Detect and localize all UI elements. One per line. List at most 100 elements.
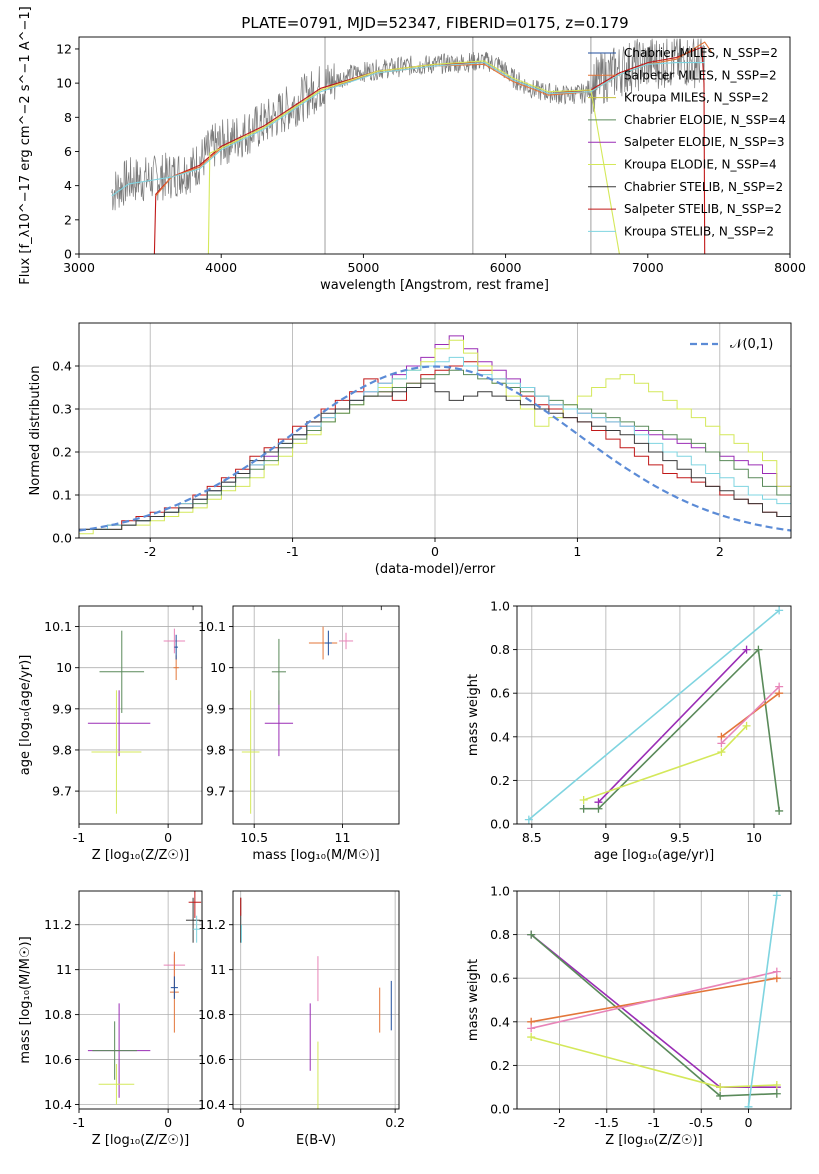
weight-marker	[775, 806, 784, 815]
x-tick-label: 0	[745, 1115, 753, 1130]
y-tick-label: 0.0	[490, 1102, 510, 1117]
panel-weight_vs_Z: -2 -1.5 -1 -0.5 0 0.0 0.2 0.4 0.6 0.8 1.0 Z [log₁₀(…	[466, 884, 792, 1148]
weight-marker	[527, 930, 536, 939]
x-tick-label: 2	[716, 544, 724, 559]
weight-marker	[716, 1091, 725, 1100]
x-axis-label: Z [log₁₀(Z/Z☉)]	[92, 1133, 189, 1148]
y-tick-label: 0	[64, 247, 72, 262]
y-tick-label: 11	[210, 962, 226, 977]
y-tick-label: 9.8	[52, 742, 72, 757]
panel-weight_vs_age: 8.5 9 9.5 10 0.0 0.2 0.4 0.6 0.8 1.0 age [log₁₀(ag…	[466, 599, 792, 863]
x-axis-label: wavelength [Angstrom, rest frame]	[320, 278, 549, 293]
x-tick-label: 4000	[205, 260, 237, 275]
axes-frame	[232, 890, 400, 1110]
y-tick-label: 0.6	[490, 971, 510, 986]
plot-area	[87, 606, 194, 814]
y-tick-label: 8	[64, 110, 72, 125]
y-tick-label: 0.4	[490, 1014, 510, 1029]
x-tick-label: 0	[164, 830, 172, 845]
plot-area	[111, 37, 713, 254]
legend: 𝒩(0,1)	[690, 337, 773, 352]
y-tick-label: 10	[56, 76, 72, 91]
legend-label: Kroupa ELODIE, N_SSP=4	[624, 158, 777, 172]
x-tick-label: 7000	[632, 260, 664, 275]
x-axis-label: (data-model)/error	[375, 562, 496, 577]
legend-label: Chabrier ELODIE, N_SSP=4	[624, 113, 786, 127]
y-tick-label: 11.2	[44, 917, 72, 932]
x-axis-label: mass [log₁₀(M/M☉)]	[252, 848, 379, 863]
axes-frame	[232, 605, 400, 825]
y-tick-label: 10	[56, 660, 72, 675]
data-point	[308, 626, 338, 660]
legend-label: 𝒩(0,1)	[730, 337, 773, 352]
legend: Chabrier MILES, N_SSP=2 Salpeter MILES, N…	[588, 46, 786, 238]
plot-area	[524, 606, 784, 824]
weight-marker	[742, 645, 751, 654]
y-tick-label: 6	[64, 144, 72, 159]
y-tick-label: 9.9	[52, 701, 72, 716]
y-tick-label: 10.4	[198, 1097, 226, 1112]
data-point	[98, 1064, 135, 1105]
panels: Chabrier MILES, N_SSP=2 Salpeter MILES, N…	[18, 6, 806, 1148]
y-tick-label: 9.8	[206, 742, 226, 757]
axes-frame	[78, 605, 203, 825]
plot-area	[241, 590, 397, 814]
weight-line	[583, 647, 780, 812]
x-tick-label: 5000	[347, 260, 379, 275]
x-tick-label: -1	[286, 544, 298, 559]
data-point	[92, 1021, 137, 1080]
model-spectrum-line	[207, 60, 620, 254]
x-tick-label: 9.5	[670, 830, 690, 845]
y-tick-label: 0.8	[490, 927, 510, 942]
weight-marker	[717, 739, 726, 748]
data-point	[170, 976, 178, 999]
axes-frame	[78, 36, 791, 255]
plot-area	[240, 897, 392, 1109]
data-point	[99, 630, 145, 713]
y-axis-label: mass weight	[466, 674, 481, 756]
data-point	[188, 891, 202, 918]
panel-residuals: 𝒩(0,1) -2 -1 0 1 2 0.0 0.1 0.2 0.3 0.4 (data-model)…	[28, 322, 792, 577]
x-tick-label: 9	[602, 830, 610, 845]
y-tick-label: 10.1	[198, 619, 226, 634]
legend-label: Kroupa MILES, N_SSP=2	[624, 91, 769, 105]
x-axis-label: E(B-V)	[296, 1133, 336, 1148]
data-point	[383, 590, 397, 606]
y-tick-label: 0.2	[490, 773, 510, 788]
y-tick-label: 2	[64, 212, 72, 227]
model-spectrum-line	[155, 41, 713, 197]
x-tick-label: 1	[573, 544, 581, 559]
panel-mass_vs_EBV: 0 0.2 10.4 10.6 10.8 11 11.2 E(B-V)	[198, 890, 405, 1148]
x-tick-label: 10.5	[240, 830, 268, 845]
weight-line	[720, 686, 780, 744]
x-tick-label: -0.5	[689, 1115, 713, 1130]
weight-line	[531, 970, 777, 1030]
weight-line	[597, 649, 748, 803]
legend-label: Salpeter ELODIE, N_SSP=3	[624, 135, 785, 149]
panel-spectrum: Chabrier MILES, N_SSP=2 Salpeter MILES, N…	[18, 6, 806, 293]
histogram-step	[79, 339, 791, 535]
x-axis-label: Z [log₁₀(Z/Z☉)]	[605, 1133, 702, 1148]
weight-marker	[742, 721, 751, 730]
x-tick-label: -2	[553, 1115, 565, 1130]
y-axis-label: mass weight	[466, 959, 481, 1041]
observed-spectrum	[111, 38, 705, 211]
x-tick-label: 0	[164, 1115, 172, 1130]
y-tick-label: 4	[64, 178, 72, 193]
plot-area	[527, 891, 781, 1109]
weight-marker	[754, 645, 763, 654]
x-tick-label: 11	[335, 830, 351, 845]
x-tick-label: 0	[431, 544, 439, 559]
y-tick-label: 0.1	[52, 488, 72, 503]
panel-age_vs_mass: 10.5 11 9.7 9.8 9.9 10 10.1 mass [log₁₀(M/M☉)]	[198, 590, 400, 863]
weight-marker	[772, 891, 781, 900]
legend-label: Salpeter STELIB, N_SSP=2	[624, 202, 782, 216]
data-point	[193, 915, 201, 943]
y-tick-label: 10.1	[44, 619, 72, 634]
weight-marker	[717, 748, 726, 757]
y-tick-label: 0.8	[490, 642, 510, 657]
y-axis-label: age [log₁₀(age/yr)]	[18, 655, 33, 776]
data-point	[87, 690, 151, 757]
weight-marker	[527, 1024, 536, 1033]
y-axis-label: mass [log₁₀(M/M☉)]	[18, 936, 33, 1063]
